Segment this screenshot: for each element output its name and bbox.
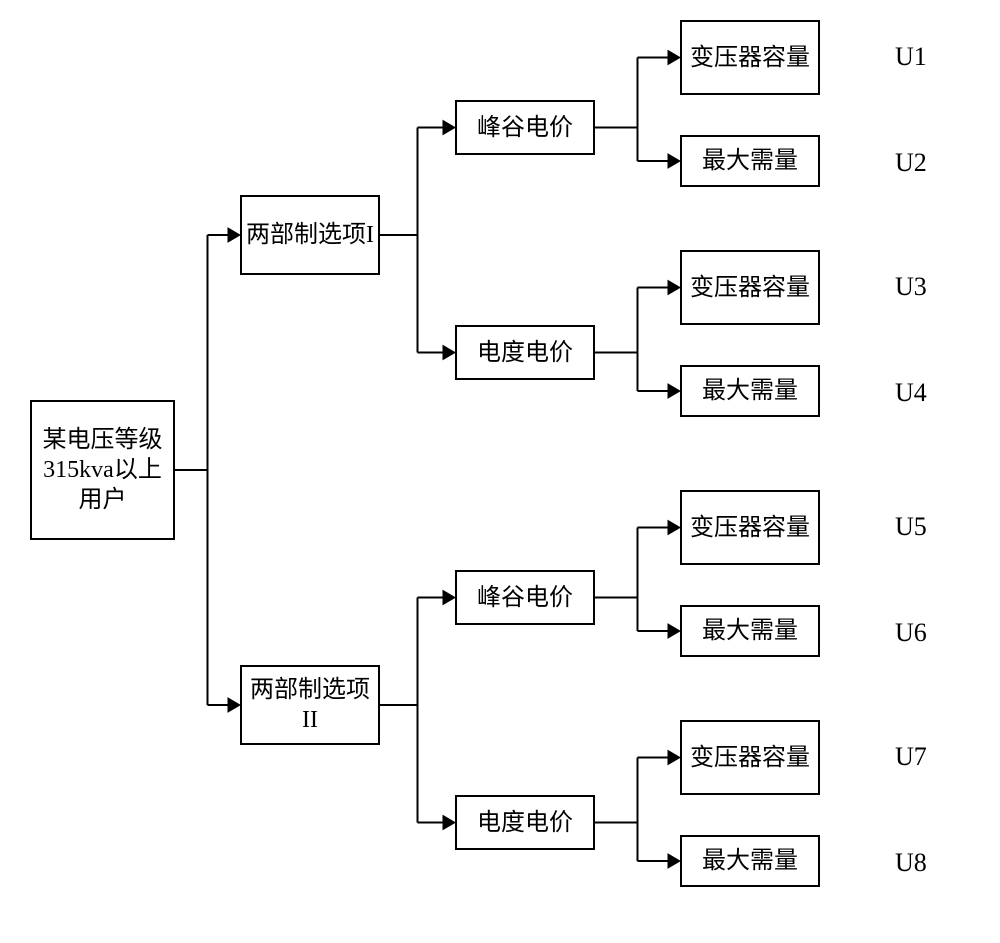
label-u2: U2: [895, 148, 927, 178]
node-leaf-u2-label: 最大需量: [702, 146, 798, 176]
label-u8: U8: [895, 848, 927, 878]
label-u3: U3: [895, 272, 927, 302]
node-option-2: 两部制选项II: [240, 665, 380, 745]
node-leaf-u2: 最大需量: [680, 135, 820, 187]
node-leaf-u7-label: 变压器容量: [690, 743, 810, 773]
node-root-label: 某电压等级315kva以上用户: [36, 425, 169, 515]
node-leaf-u3: 变压器容量: [680, 250, 820, 325]
node-option-1-label: 两部制选项I: [246, 220, 374, 250]
node-leaf-u6-label: 最大需量: [702, 616, 798, 646]
node-peak-valley-2: 峰谷电价: [455, 570, 595, 625]
node-leaf-u8-label: 最大需量: [702, 846, 798, 876]
node-leaf-u4-label: 最大需量: [702, 376, 798, 406]
node-leaf-u1: 变压器容量: [680, 20, 820, 95]
label-u5: U5: [895, 512, 927, 542]
label-u1: U1: [895, 42, 927, 72]
node-energy-price-1-label: 电度电价: [477, 338, 573, 368]
node-leaf-u3-label: 变压器容量: [690, 273, 810, 303]
label-u4: U4: [895, 378, 927, 408]
node-option-2-label: 两部制选项II: [246, 675, 374, 735]
node-peak-valley-2-label: 峰谷电价: [477, 583, 573, 613]
node-leaf-u6: 最大需量: [680, 605, 820, 657]
node-leaf-u8: 最大需量: [680, 835, 820, 887]
node-option-1: 两部制选项I: [240, 195, 380, 275]
label-u6: U6: [895, 618, 927, 648]
node-peak-valley-1-label: 峰谷电价: [477, 113, 573, 143]
node-leaf-u1-label: 变压器容量: [690, 43, 810, 73]
node-leaf-u5-label: 变压器容量: [690, 513, 810, 543]
node-leaf-u7: 变压器容量: [680, 720, 820, 795]
node-peak-valley-1: 峰谷电价: [455, 100, 595, 155]
node-root: 某电压等级315kva以上用户: [30, 400, 175, 540]
node-leaf-u5: 变压器容量: [680, 490, 820, 565]
node-energy-price-2-label: 电度电价: [477, 808, 573, 838]
label-u7: U7: [895, 742, 927, 772]
node-energy-price-1: 电度电价: [455, 325, 595, 380]
node-energy-price-2: 电度电价: [455, 795, 595, 850]
node-leaf-u4: 最大需量: [680, 365, 820, 417]
